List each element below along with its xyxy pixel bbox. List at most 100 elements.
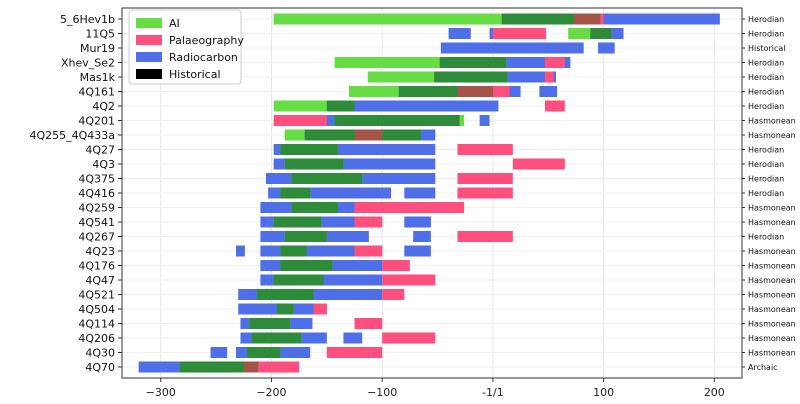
row-label: 4Q2	[92, 100, 115, 113]
palaeography-bar	[512, 158, 565, 170]
radiocarbon-bar	[343, 332, 363, 344]
ai-radiocarbon-overlap-bar	[398, 86, 493, 97]
palaeography-bar	[382, 260, 410, 271]
period-label: Hasmonean	[748, 349, 796, 358]
radiocarbon-bar	[479, 115, 490, 126]
legend-box	[128, 9, 242, 85]
row-label: 4Q3	[92, 158, 115, 171]
palaeography-bar	[457, 231, 513, 242]
row-label: 4Q259	[78, 202, 115, 215]
row-label: 4Q30	[85, 347, 115, 360]
ai-radiocarbon-overlap-bar	[257, 289, 314, 300]
radiocarbon-bar	[236, 245, 245, 257]
palaeography-bar	[354, 245, 383, 257]
radiocarbon-bar	[268, 187, 392, 199]
ai-bar	[568, 28, 612, 39]
ai-radiocarbon-overlap-bar	[439, 57, 507, 68]
ai-bar	[334, 57, 507, 68]
ai-radiocarbon-overlap-bar	[590, 28, 612, 39]
period-label: Hasmonean	[748, 334, 796, 343]
palaeography-bar	[326, 347, 383, 358]
x-tick-label: 200	[704, 386, 725, 399]
palaeography-bar	[457, 144, 513, 155]
period-label: Hasmonean	[748, 305, 796, 314]
radiocarbon-bar	[210, 347, 228, 358]
radiocarbon-bar	[598, 42, 615, 54]
ai-palaeography-overlap-bar	[243, 361, 259, 373]
ai-radiocarbon-overlap-bar	[501, 13, 601, 25]
ai-radiocarbon-overlap-bar	[273, 274, 324, 286]
row-label: 4Q47	[85, 274, 115, 287]
row-label: 4Q255_4Q433a	[29, 129, 115, 142]
ai-radiocarbon-overlap-bar	[434, 71, 508, 83]
period-label: Hasmonean	[748, 276, 796, 285]
ai-radiocarbon-overlap-bar	[280, 187, 311, 199]
row-label: 4Q114	[78, 318, 115, 331]
legend-swatch	[136, 35, 162, 45]
period-label: Hasmonean	[748, 131, 796, 140]
x-axis: −300 −200 −100 -1/1 100 200	[146, 378, 725, 399]
period-label: Herodian	[748, 59, 784, 68]
ai-bar	[273, 100, 355, 112]
row-label: 4Q416	[78, 187, 115, 200]
row-label: 4Q375	[78, 173, 115, 186]
ai-radiocarbon-overlap-bar	[326, 100, 355, 112]
palaeography-bar	[382, 332, 436, 344]
x-tick-label: −200	[256, 386, 286, 399]
ai-radiocarbon-overlap-bar	[280, 245, 307, 257]
row-label: Mas1k	[80, 71, 116, 84]
legend: AI Palaeography Radiocarbon Historical	[128, 9, 244, 85]
ai-palaeography-overlap-bar	[457, 86, 493, 97]
radiocarbon-bar	[404, 216, 431, 228]
row-label: 4Q206	[78, 332, 115, 345]
bars	[138, 13, 720, 373]
radiocarbon-bar	[326, 100, 499, 112]
period-label: Herodian	[748, 30, 784, 39]
ai-radiocarbon-overlap-bar	[284, 158, 344, 170]
row-label: 11Q5	[85, 28, 115, 41]
radiocarbon-bar	[440, 42, 584, 54]
palaeography-bar	[382, 274, 436, 286]
ai-radiocarbon-overlap-bar	[280, 144, 338, 155]
period-label: Herodian	[748, 146, 784, 155]
row-label: 4Q176	[78, 260, 115, 273]
row-label: 4Q161	[78, 86, 115, 99]
palaeography-bar	[354, 216, 383, 228]
palaeography-bar	[273, 115, 327, 126]
ai-radiocarbon-overlap-bar	[284, 231, 327, 242]
row-label: 4Q201	[78, 115, 115, 128]
period-label: Herodian	[748, 88, 784, 97]
row-label: 4Q504	[78, 303, 115, 316]
period-label: Hasmonean	[748, 218, 796, 227]
ai-radiocarbon-overlap-bar	[277, 303, 294, 315]
radiocarbon-bar	[273, 144, 436, 155]
row-label: 4Q267	[78, 231, 115, 244]
palaeography-bar	[457, 187, 513, 199]
ai-radiocarbon-overlap-bar	[249, 318, 291, 329]
period-label: Hasmonean	[748, 117, 796, 126]
row-label: 4Q521	[78, 289, 115, 302]
period-label: Herodian	[748, 175, 784, 184]
legend-swatch	[136, 18, 162, 28]
row-label: Xhev_Se2	[61, 57, 115, 70]
row-label: 4Q70	[85, 361, 115, 374]
period-label: Hasmonean	[748, 247, 796, 256]
period-label: Herodian	[748, 189, 784, 198]
period-label: Hasmonean	[748, 262, 796, 271]
ai-palaeography-overlap-bar	[573, 13, 601, 25]
radiocarbon-bar	[273, 158, 436, 170]
ai-radiocarbon-overlap-bar	[291, 173, 363, 184]
row-label: 4Q23	[85, 245, 115, 258]
period-label: Hasmonean	[748, 204, 796, 213]
period-label: Herodian	[748, 73, 784, 82]
row-label: 4Q27	[85, 144, 115, 157]
palaeography-bar	[243, 361, 300, 373]
ai-radiocarbon-overlap-bar	[334, 115, 460, 126]
row-label: 4Q541	[78, 216, 115, 229]
palaeography-bar	[382, 289, 405, 300]
palaeography-bar	[354, 318, 383, 329]
period-label: Herodian	[748, 15, 784, 24]
period-label: Hasmonean	[748, 320, 796, 329]
period-label: Herodian	[748, 102, 784, 111]
